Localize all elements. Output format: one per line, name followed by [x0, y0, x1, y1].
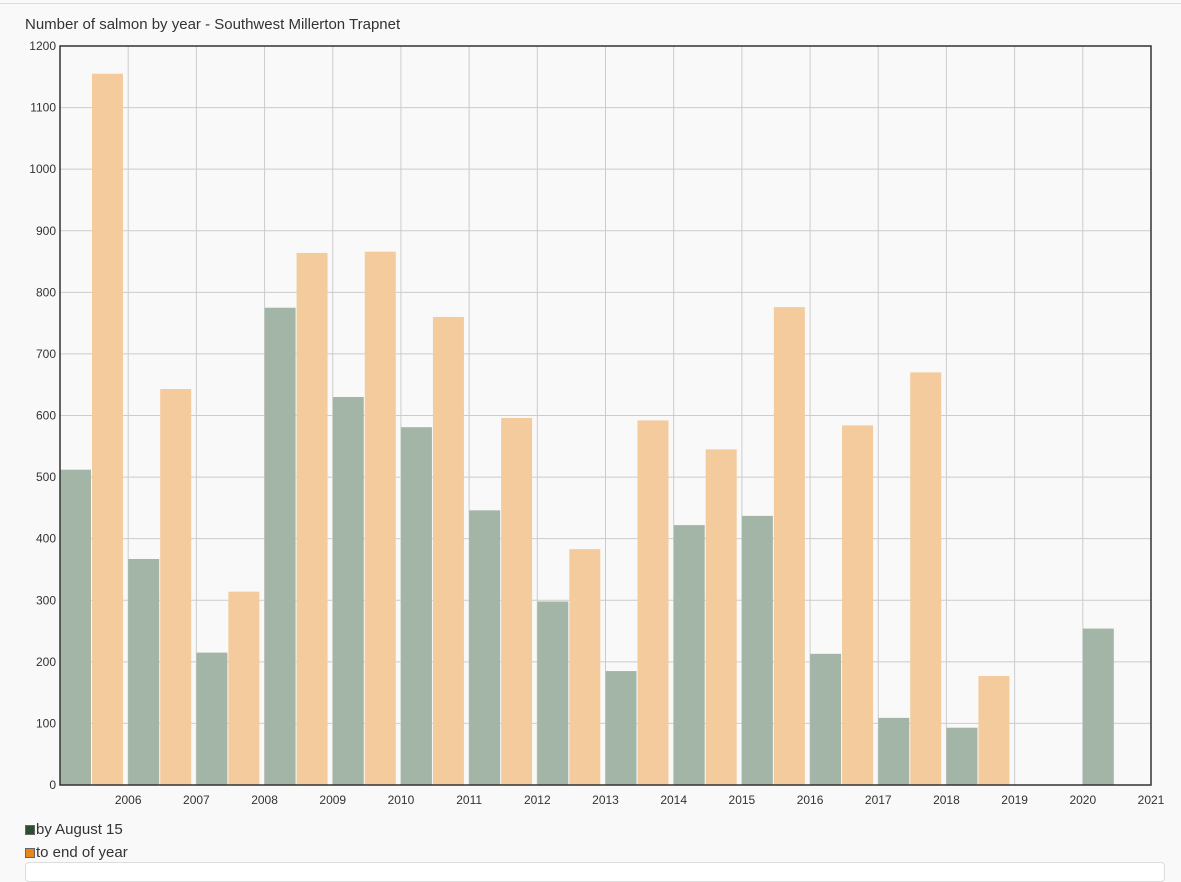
bar-to-end-of-year-2009[interactable] [296, 252, 328, 786]
bar-by-august-15-2008[interactable] [196, 652, 228, 785]
y-tick-label: 300 [36, 593, 56, 607]
bar-to-end-of-year-2014[interactable] [637, 420, 669, 785]
bar-to-end-of-year-2008[interactable] [228, 591, 260, 785]
legend-swatch-by-august-15 [25, 824, 35, 835]
bar-by-august-15-2021[interactable] [1082, 628, 1114, 785]
x-tick-labels: 2006 2007 2008 2009 2010 2011 2012 2013 2014 2015… [115, 793, 1165, 807]
x-tick-label: 2017 [865, 793, 892, 807]
bar-to-end-of-year-2013[interactable] [569, 549, 601, 785]
x-tick-label: 2020 [1069, 793, 1096, 807]
bar-by-august-15-2012[interactable] [469, 510, 501, 785]
bar-to-end-of-year-2019[interactable] [978, 675, 1010, 785]
x-tick-label: 2018 [933, 793, 960, 807]
bar-by-august-15-2017[interactable] [810, 653, 842, 785]
legend: by August 15 to end of year [25, 818, 128, 864]
bar-by-august-15-2018[interactable] [878, 717, 910, 785]
y-tick-label: 100 [36, 716, 56, 730]
bar-to-end-of-year-2007[interactable] [160, 389, 192, 785]
x-tick-label: 2006 [115, 793, 142, 807]
x-tick-label: 2011 [456, 793, 482, 807]
bar-by-august-15-2009[interactable] [264, 307, 296, 785]
y-tick-label: 0 [49, 778, 56, 792]
bar-by-august-15-2014[interactable] [605, 671, 637, 785]
y-tick-label: 1200 [29, 39, 56, 53]
y-tick-label: 900 [36, 224, 56, 238]
x-tick-label: 2012 [524, 793, 551, 807]
bar-by-august-15-2011[interactable] [400, 427, 432, 785]
bar-by-august-15-2013[interactable] [537, 601, 569, 785]
x-tick-label: 2021 [1138, 793, 1165, 807]
x-tick-label: 2013 [592, 793, 619, 807]
bar-to-end-of-year-2015[interactable] [705, 449, 737, 785]
bar-by-august-15-2016[interactable] [741, 515, 773, 785]
chart-title: Number of salmon by year - Southwest Mil… [25, 16, 401, 33]
bar-to-end-of-year-2006[interactable] [92, 73, 123, 785]
y-tick-label: 800 [36, 285, 56, 299]
x-tick-label: 2019 [1001, 793, 1028, 807]
bar-to-end-of-year-2012[interactable] [501, 417, 533, 785]
y-tick-label: 500 [36, 470, 56, 484]
bar-to-end-of-year-2018[interactable] [910, 372, 942, 785]
bars-layer [60, 73, 1114, 786]
bar-by-august-15-2010[interactable] [332, 397, 364, 785]
bar-to-end-of-year-2010[interactable] [364, 251, 396, 785]
y-tick-label: 600 [36, 409, 56, 423]
y-tick-label: 200 [36, 655, 56, 669]
y-tick-label: 1100 [30, 101, 56, 115]
x-tick-label: 2015 [729, 793, 756, 807]
legend-label-to-end-of-year: to end of year [36, 844, 128, 861]
bar-to-end-of-year-2017[interactable] [842, 425, 874, 785]
x-tick-label: 2010 [388, 793, 415, 807]
top-rule [0, 3, 1181, 4]
bar-by-august-15-2006[interactable] [60, 469, 91, 785]
bar-to-end-of-year-2016[interactable] [773, 307, 805, 785]
bar-by-august-15-2015[interactable] [673, 525, 705, 785]
x-tick-label: 2016 [797, 793, 824, 807]
y-tick-label: 700 [36, 347, 56, 361]
x-tick-label: 2008 [251, 793, 278, 807]
x-tick-label: 2007 [183, 793, 210, 807]
bottom-panel [25, 862, 1165, 882]
plot-frame [59, 45, 1152, 786]
bar-by-august-15-2007[interactable] [128, 558, 160, 785]
bar-by-august-15-2019[interactable] [946, 727, 978, 785]
y-tick-label: 1000 [29, 162, 56, 176]
legend-label-by-august-15: by August 15 [36, 821, 123, 838]
x-tick-label: 2009 [319, 793, 346, 807]
y-tick-label: 400 [36, 532, 56, 546]
legend-item-by-august-15[interactable]: by August 15 [25, 818, 128, 841]
x-tick-label: 2014 [660, 793, 687, 807]
legend-item-to-end-of-year[interactable]: to end of year [25, 841, 128, 864]
bar-to-end-of-year-2011[interactable] [432, 316, 464, 785]
y-tick-labels: 0 100 200 300 400 500 600 700 800 900 1000 1100 1200 [29, 39, 56, 792]
legend-swatch-to-end-of-year [25, 847, 35, 858]
